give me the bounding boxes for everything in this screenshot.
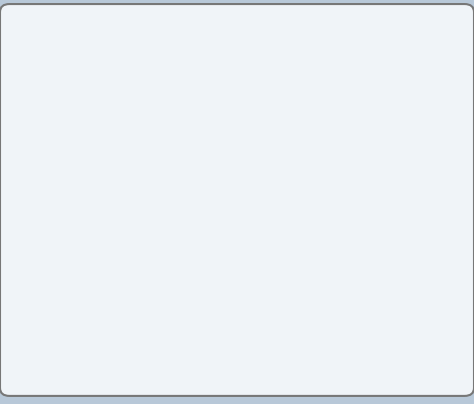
Text: IN: IN	[75, 236, 84, 246]
Text: that can be used ?Vz =12v: that can be used ?Vz =12v	[237, 85, 391, 95]
Text: 24 V: 24 V	[49, 251, 74, 261]
Text: z: z	[302, 187, 306, 196]
Text: • Determine the minimum and the maximum load currents for: • Determine the minimum and the maximum …	[22, 57, 372, 67]
Text: which the zener diode in the figure will maintain regulation .: which the zener diode in the figure will…	[30, 71, 375, 81]
Text: +: +	[76, 215, 88, 229]
Text: R: R	[240, 136, 248, 149]
Text: , Izk = 1 mA and Izm=50mA .: , Izk = 1 mA and Izm=50mA .	[30, 99, 202, 109]
Text: L: L	[230, 82, 235, 91]
Text: −: −	[75, 259, 88, 274]
Text: L: L	[422, 187, 427, 196]
Text: 470 Ω: 470 Ω	[228, 187, 261, 197]
Polygon shape	[262, 214, 298, 246]
Text: R: R	[418, 225, 428, 238]
Text: L: L	[428, 234, 434, 244]
Text: V: V	[61, 229, 70, 239]
Text: I: I	[412, 181, 416, 191]
Text: T: T	[168, 189, 173, 198]
Text: I: I	[161, 184, 165, 194]
Text: Example 3-6: Example 3-6	[28, 29, 182, 49]
Text: 18: 18	[20, 371, 36, 381]
Text: What is the minimum value of R: What is the minimum value of R	[30, 85, 217, 95]
Text: I: I	[292, 181, 296, 191]
Circle shape	[12, 360, 44, 392]
